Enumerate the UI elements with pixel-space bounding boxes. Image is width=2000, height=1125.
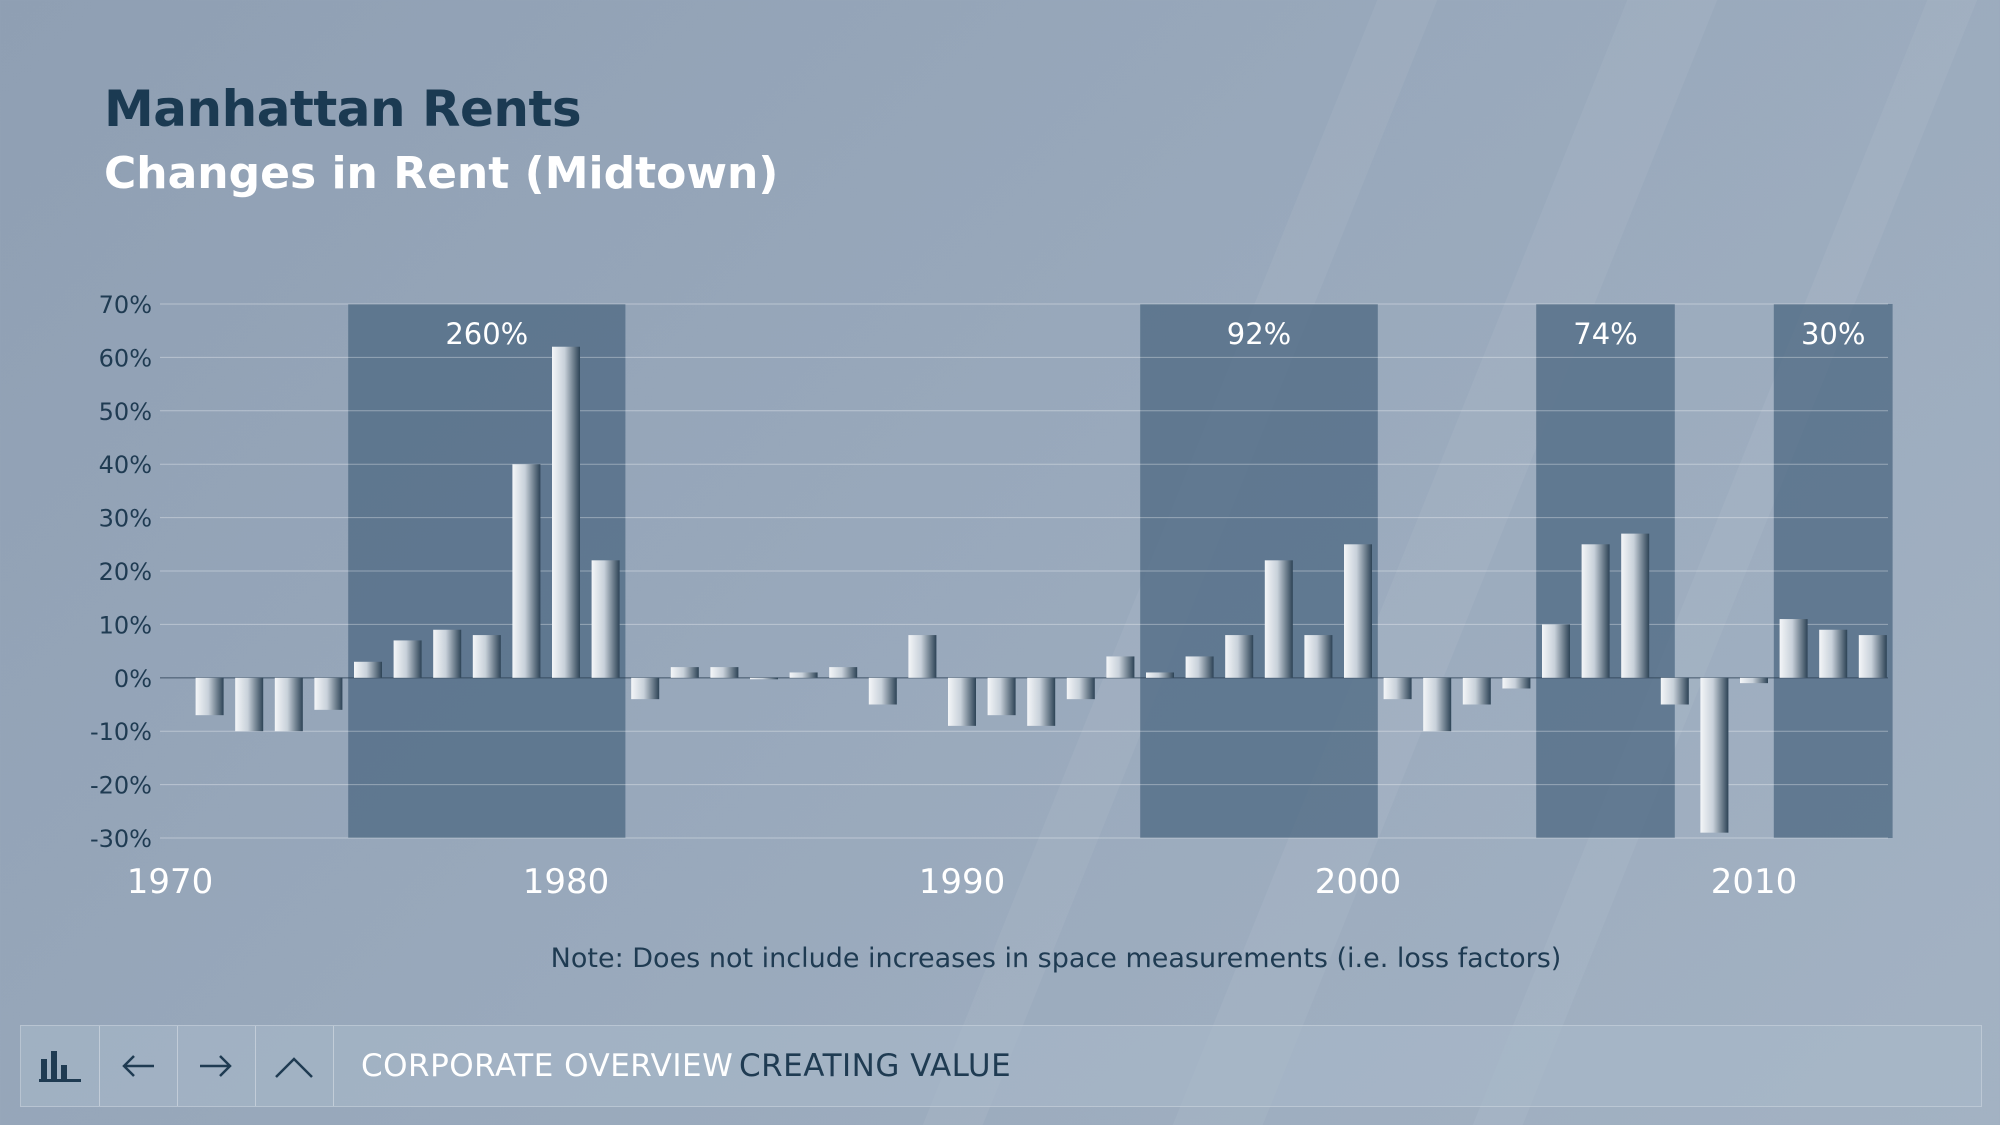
bar [1423, 677, 1452, 732]
y-tick-label: 0% [114, 665, 152, 693]
y-tick-label: -10% [90, 718, 152, 746]
bar [1858, 635, 1887, 678]
bar [1621, 533, 1650, 678]
bar [433, 629, 462, 678]
bar [829, 667, 858, 678]
bar [314, 677, 343, 710]
bar [710, 667, 739, 678]
bar [472, 635, 501, 678]
bar [1106, 656, 1135, 678]
band-label: 30% [1801, 317, 1865, 351]
x-tick-label: 2010 [1711, 862, 1798, 902]
bar [987, 677, 1016, 716]
band-label: 260% [445, 317, 528, 351]
nav-link-creating-value[interactable]: CREATING VALUE [739, 1048, 1012, 1084]
x-tick-label: 1990 [919, 862, 1006, 902]
bar [1660, 677, 1689, 705]
y-tick-label: -20% [90, 772, 152, 800]
y-tick-label: 20% [99, 558, 152, 586]
bar [552, 346, 580, 678]
page-title: Manhattan Rents [104, 80, 582, 138]
bar [948, 677, 976, 726]
bar [908, 635, 937, 678]
band-label: 74% [1573, 317, 1637, 351]
bar [1542, 624, 1570, 678]
bar [354, 661, 382, 678]
bar [1779, 619, 1808, 678]
y-tick-label: 50% [99, 398, 152, 426]
footnote: Note: Does not include increases in spac… [550, 943, 1562, 974]
bar [512, 464, 541, 678]
highlight-band [1773, 304, 1893, 838]
y-tick-label: 10% [99, 611, 152, 639]
bar [1264, 560, 1293, 678]
bar [631, 677, 660, 700]
x-tick-label: 2000 [1315, 862, 1402, 902]
bar [789, 672, 818, 678]
bar-chart-icon[interactable] [21, 1026, 100, 1106]
bar [1066, 677, 1095, 700]
bar [591, 560, 620, 678]
nav-link-corporate-overview[interactable]: CORPORATE OVERVIEW [361, 1048, 734, 1084]
bar [1700, 677, 1729, 833]
bar [1502, 677, 1531, 689]
y-tick-label: 60% [99, 344, 152, 372]
bar [750, 677, 778, 680]
arrow-right-icon[interactable] [177, 1026, 256, 1106]
bar [1462, 677, 1491, 705]
x-tick-label: 1980 [523, 862, 610, 902]
page-subtitle: Changes in Rent (Midtown) [104, 148, 779, 199]
bar [1819, 629, 1848, 678]
bar [1581, 544, 1610, 678]
x-tick-label: 1970 [127, 862, 214, 902]
bar [1383, 677, 1412, 700]
bar [1225, 635, 1254, 678]
bar [1304, 635, 1333, 678]
bar [195, 677, 224, 716]
bar [1146, 672, 1174, 678]
bar [868, 677, 897, 705]
chevron-up-icon[interactable] [255, 1026, 334, 1106]
band-label: 92% [1227, 317, 1291, 351]
y-tick-label: 30% [99, 505, 152, 533]
y-tick-label: -30% [90, 825, 152, 853]
y-tick-label: 40% [99, 451, 152, 479]
bar [1344, 544, 1372, 678]
navigation-bar: CORPORATE OVERVIEW CREATING VALUE [20, 1025, 1982, 1107]
bar [670, 667, 699, 678]
bar [1185, 656, 1214, 678]
y-tick-label: 70% [99, 291, 152, 319]
highlight-band [1140, 304, 1378, 838]
arrow-left-icon[interactable] [99, 1026, 178, 1106]
bar [235, 677, 264, 732]
bar [1740, 677, 1768, 684]
bar [1027, 677, 1056, 726]
bar [274, 677, 303, 732]
bar [393, 640, 422, 678]
